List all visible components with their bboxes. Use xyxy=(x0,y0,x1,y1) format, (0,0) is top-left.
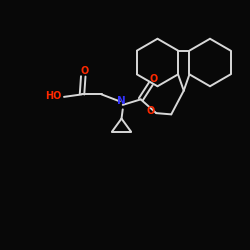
Text: O: O xyxy=(150,74,158,85)
Text: O: O xyxy=(146,106,155,116)
Text: N: N xyxy=(117,96,126,106)
Text: O: O xyxy=(80,66,88,76)
Text: HO: HO xyxy=(45,90,62,101)
